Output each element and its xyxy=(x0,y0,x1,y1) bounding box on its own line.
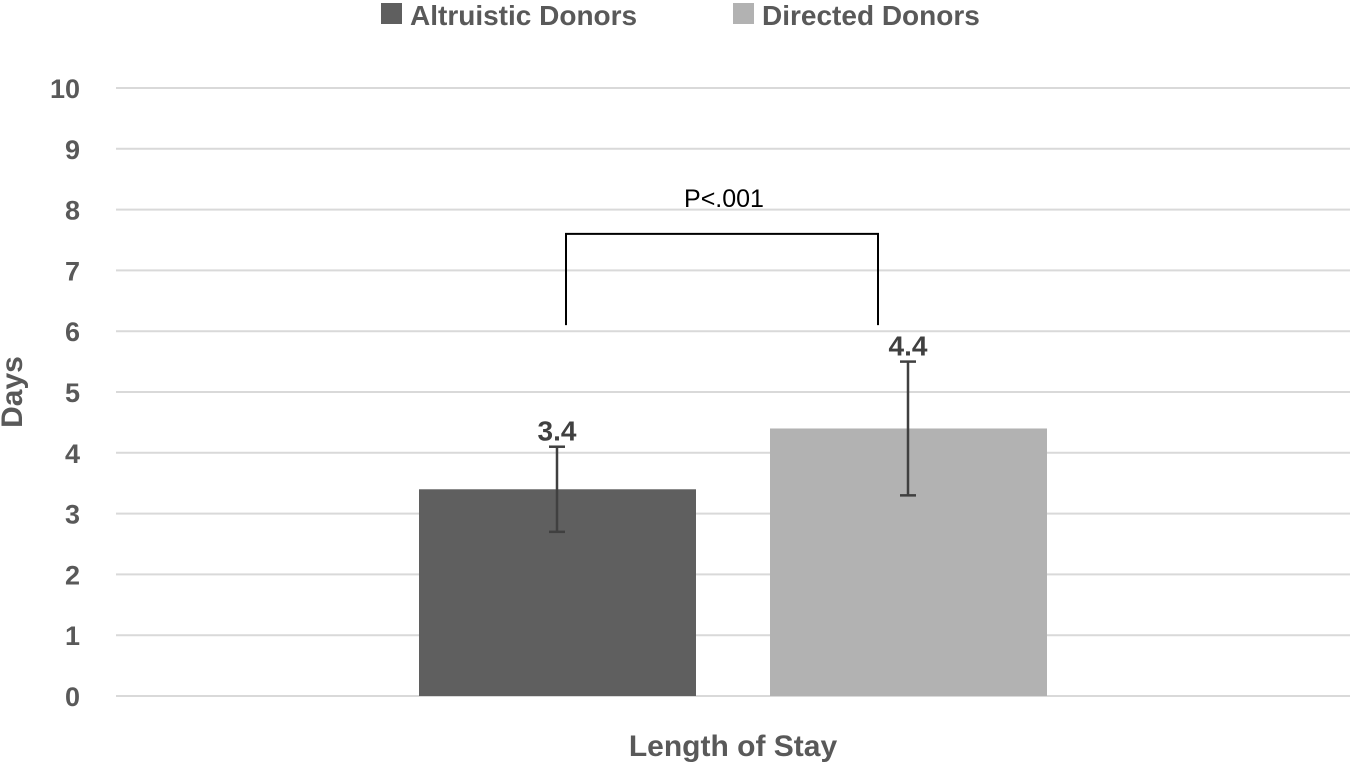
y-tick-label: 6 xyxy=(65,317,80,347)
legend-label-directed: Directed Donors xyxy=(762,0,980,31)
y-tick-label: 10 xyxy=(50,74,80,104)
y-tick-label: 7 xyxy=(65,256,80,286)
significance-bracket xyxy=(565,232,879,326)
x-axis-title: Length of Stay xyxy=(629,730,838,763)
y-tick-label: 9 xyxy=(65,135,80,165)
bars xyxy=(419,428,1047,696)
data-label-directed: 4.4 xyxy=(889,331,928,362)
error-bar-altruistic xyxy=(549,445,565,534)
y-tick-label: 1 xyxy=(65,621,80,651)
gridlines xyxy=(116,87,1350,697)
error-bar-directed xyxy=(900,360,916,497)
y-axis-title: Days xyxy=(0,356,29,428)
data-label-altruistic: 3.4 xyxy=(538,416,577,447)
y-tick-label: 0 xyxy=(65,682,80,712)
error-bars xyxy=(549,360,916,534)
legend-swatch-directed xyxy=(733,3,754,24)
y-tick-label: 8 xyxy=(65,196,80,226)
y-axis-ticks: 0 1 2 3 4 5 6 7 8 9 10 xyxy=(50,74,80,712)
y-tick-label: 5 xyxy=(65,378,80,408)
data-labels: 3.4 4.4 xyxy=(538,331,928,447)
p-value-label: P<.001 xyxy=(684,185,764,213)
legend-label-altruistic: Altruistic Donors xyxy=(410,0,637,31)
y-tick-label: 4 xyxy=(65,439,80,469)
y-tick-label: 2 xyxy=(65,560,80,590)
significance-annotation: P<.001 xyxy=(565,185,879,326)
y-tick-label: 3 xyxy=(65,500,80,530)
legend-swatch-altruistic xyxy=(381,3,402,24)
legend: Altruistic Donors Directed Donors xyxy=(381,0,980,31)
